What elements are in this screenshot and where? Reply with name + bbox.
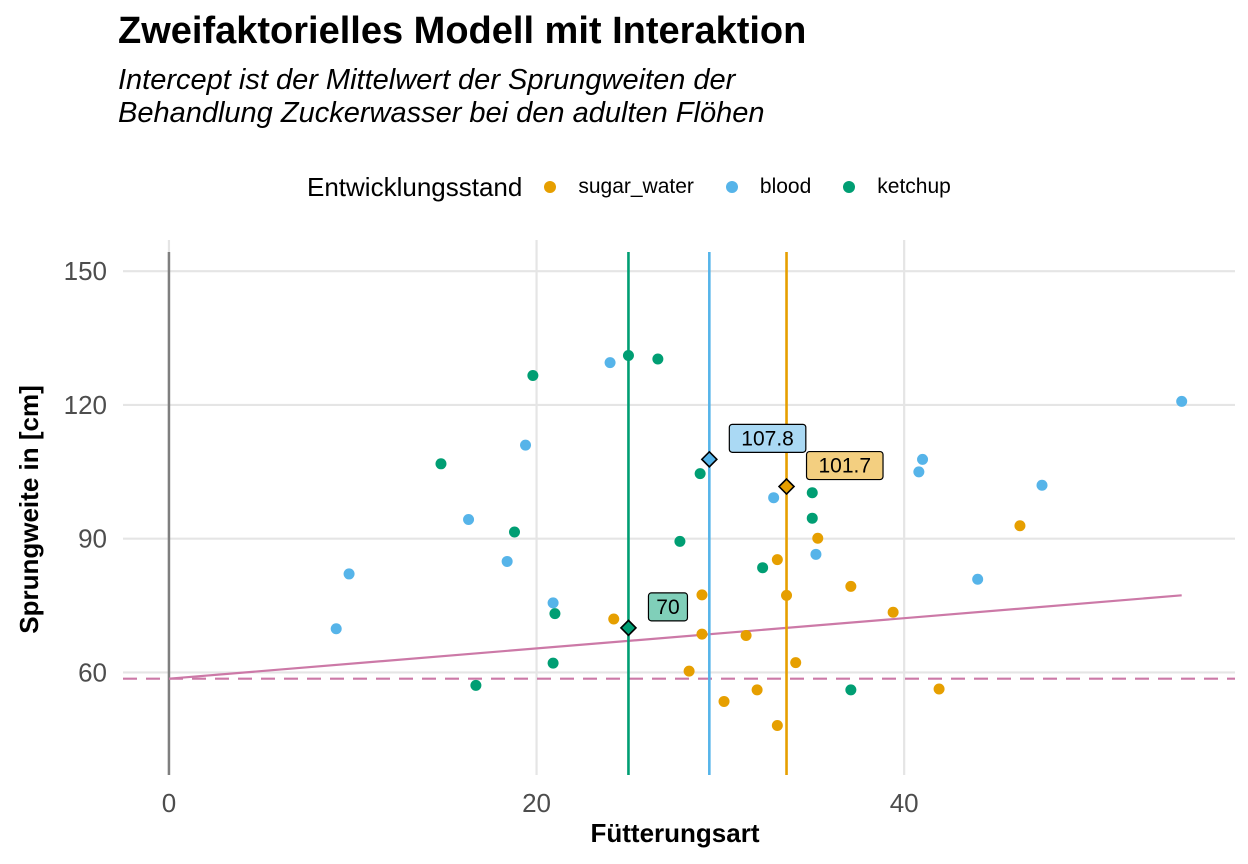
- chart-title: Zweifaktorielles Modell mit Interaktion: [118, 10, 807, 52]
- data-point-blood: [463, 514, 475, 526]
- legend-dot-blood: [725, 181, 738, 193]
- data-point-ketchup: [470, 679, 482, 691]
- data-point-ketchup: [757, 562, 769, 574]
- y-tick-label: 120: [64, 390, 107, 420]
- data-point-ketchup: [652, 353, 664, 365]
- data-point-sugar-water: [812, 532, 824, 544]
- data-point-sugar-water: [751, 684, 763, 696]
- data-point-sugar-water: [696, 628, 708, 640]
- data-point-blood: [604, 357, 616, 369]
- data-point-ketchup: [674, 535, 686, 547]
- data-point-blood: [810, 548, 822, 560]
- data-point-sugar-water: [1014, 520, 1026, 532]
- data-point-ketchup: [508, 526, 520, 538]
- data-point-blood: [1176, 395, 1188, 407]
- data-point-blood: [343, 568, 355, 580]
- data-point-ketchup: [527, 370, 539, 382]
- data-point-ketchup: [435, 458, 447, 470]
- data-point-ketchup: [549, 608, 561, 620]
- legend-label-ketchup: ketchup: [877, 175, 951, 198]
- y-axis-label: Sprungweite in [cm]: [14, 385, 44, 633]
- mean-marker-ketchup: [619, 619, 638, 637]
- data-point-blood: [330, 623, 342, 635]
- legend-label-sugar-water: sugar_water: [578, 175, 694, 198]
- mean-marker-sugar-water: [777, 477, 796, 496]
- data-point-blood: [547, 597, 559, 609]
- data-point-ketchup: [694, 468, 706, 480]
- legend: Entwicklungsstand sugar_water blood ketc…: [307, 170, 983, 204]
- data-point-sugar-water: [740, 629, 752, 641]
- data-point-ketchup: [806, 487, 818, 499]
- x-tick-label: 20: [522, 788, 551, 818]
- data-point-blood: [768, 492, 780, 504]
- data-point-ketchup: [845, 684, 857, 696]
- data-point-ketchup: [806, 512, 818, 524]
- x-tick-label: 0: [162, 788, 176, 818]
- mean-label-blood: 107.8: [741, 427, 794, 450]
- data-point-blood: [972, 573, 984, 585]
- data-point-sugar-water: [771, 554, 783, 566]
- legend-label-blood: blood: [759, 175, 812, 198]
- data-point-blood: [1036, 479, 1048, 491]
- data-point-sugar-water: [887, 606, 899, 618]
- data-point-sugar-water: [790, 657, 802, 669]
- mean-label-box-blood: [728, 423, 807, 453]
- legend-dot-ketchup: [843, 181, 856, 193]
- mean-label-box-ketchup: [647, 592, 689, 622]
- mean-marker-blood: [700, 450, 718, 468]
- legend-dot-sugar-water: [544, 181, 557, 193]
- data-point-sugar-water: [933, 683, 945, 695]
- data-point-blood: [917, 453, 929, 465]
- mean-label-ketchup: 70: [656, 596, 679, 619]
- subtitle-line-1: Intercept ist der Mittelwert der Sprungw…: [118, 64, 736, 96]
- y-tick-label: 90: [78, 524, 107, 554]
- data-point-sugar-water: [771, 720, 783, 732]
- data-point-sugar-water: [683, 665, 695, 677]
- y-tick-label: 150: [64, 256, 107, 286]
- mean-label-box-sugar-water: [805, 450, 884, 481]
- regression-line: [168, 594, 1182, 680]
- x-tick-label: 40: [890, 788, 919, 818]
- chart-subtitle: Intercept ist der Mittelwert der Sprungw…: [118, 64, 1018, 130]
- subtitle-line-2: Behandlung Zuckerwasser bei den adulten …: [118, 97, 765, 129]
- data-point-sugar-water: [608, 613, 620, 625]
- legend-item-ketchup: ketchup: [843, 175, 951, 199]
- data-point-sugar-water: [718, 695, 730, 707]
- data-point-blood: [913, 466, 925, 478]
- legend-title: Entwicklungsstand: [307, 171, 523, 202]
- data-point-ketchup: [547, 657, 559, 669]
- x-axis-label: Fütterungsart: [591, 818, 760, 848]
- data-point-sugar-water: [696, 589, 708, 601]
- legend-item-sugar-water: sugar_water: [544, 175, 694, 199]
- legend-item-blood: blood: [725, 175, 812, 199]
- data-point-sugar-water: [781, 589, 793, 601]
- data-point-blood: [520, 439, 532, 451]
- data-point-ketchup: [622, 349, 634, 361]
- data-point-sugar-water: [845, 580, 857, 592]
- mean-label-sugar-water: 101.7: [818, 455, 871, 478]
- data-point-blood: [501, 555, 513, 567]
- y-tick-label: 60: [78, 657, 107, 687]
